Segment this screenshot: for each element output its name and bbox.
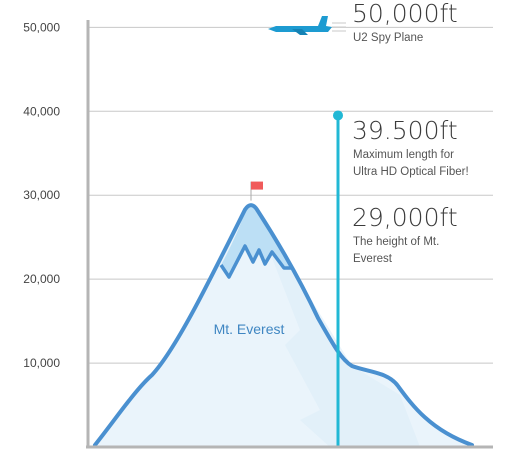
everest-value-label: 29,000ft — [352, 203, 458, 232]
spy-plane-icon — [268, 16, 346, 35]
mountain-label: Mt. Everest — [214, 321, 285, 337]
y-tick-label: 50,000 — [23, 20, 60, 34]
fiber-value-label: 39.500ft — [352, 116, 458, 145]
plane-wing — [292, 29, 308, 35]
snow-line — [219, 244, 291, 279]
everest-caption: The height of Mt. — [353, 236, 439, 248]
annotations: 50,000ft U2 Spy Plane 39.500ft Maximum leng… — [352, 0, 469, 265]
plane-value-label: 50,000ft — [352, 0, 458, 28]
fiber-marker-dot — [333, 110, 343, 121]
everest-caption: Everest — [353, 253, 393, 265]
y-tick-label: 30,000 — [23, 188, 60, 202]
y-tick-label: 20,000 — [23, 272, 60, 286]
y-axis-ticks: 10,000 20,000 30,000 40,000 50,000 — [23, 20, 60, 370]
plane-caption: U2 Spy Plane — [353, 32, 423, 44]
fiber-caption: Ultra HD Optical Fiber! — [353, 166, 469, 178]
y-tick-label: 10,000 — [23, 356, 60, 370]
peak-snow-area — [221, 205, 291, 277]
plane-body — [268, 16, 332, 32]
mountain-shading — [251, 203, 420, 447]
flag-cloth — [251, 181, 263, 190]
summit-flag-icon — [250, 181, 263, 201]
y-tick-label: 40,000 — [23, 104, 60, 118]
mountain-outline — [93, 203, 474, 447]
fiber-caption: Maximum length for — [353, 149, 454, 161]
